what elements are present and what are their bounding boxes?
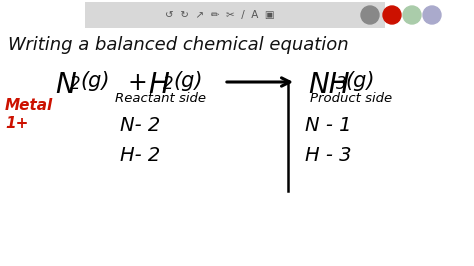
Text: H - 3: H - 3 [305,146,352,165]
Circle shape [383,6,401,24]
Text: H- 2: H- 2 [120,146,160,165]
Text: +: + [127,71,147,95]
Text: N- 2: N- 2 [120,116,160,135]
Text: 1+: 1+ [5,116,28,131]
Text: (g): (g) [80,71,109,91]
Text: 3: 3 [336,75,346,93]
Text: Writing a balanced chemical equation: Writing a balanced chemical equation [8,36,348,54]
Text: (g): (g) [345,71,374,91]
Text: (g): (g) [173,71,202,91]
Text: H: H [148,71,169,99]
Text: N - 1: N - 1 [305,116,352,135]
Text: ↺  ↻  ↗  ✏  ✂  /  A  ▣: ↺ ↻ ↗ ✏ ✂ / A ▣ [165,10,275,20]
Text: 2: 2 [163,75,173,93]
Text: Product side: Product side [310,92,392,105]
Text: Metal: Metal [5,98,53,113]
Text: Reactant side: Reactant side [115,92,206,105]
Circle shape [403,6,421,24]
Text: 2: 2 [70,75,81,93]
Circle shape [361,6,379,24]
Bar [85,2,385,28]
Text: NH: NH [308,71,350,99]
Circle shape [423,6,441,24]
Text: N: N [55,71,76,99]
